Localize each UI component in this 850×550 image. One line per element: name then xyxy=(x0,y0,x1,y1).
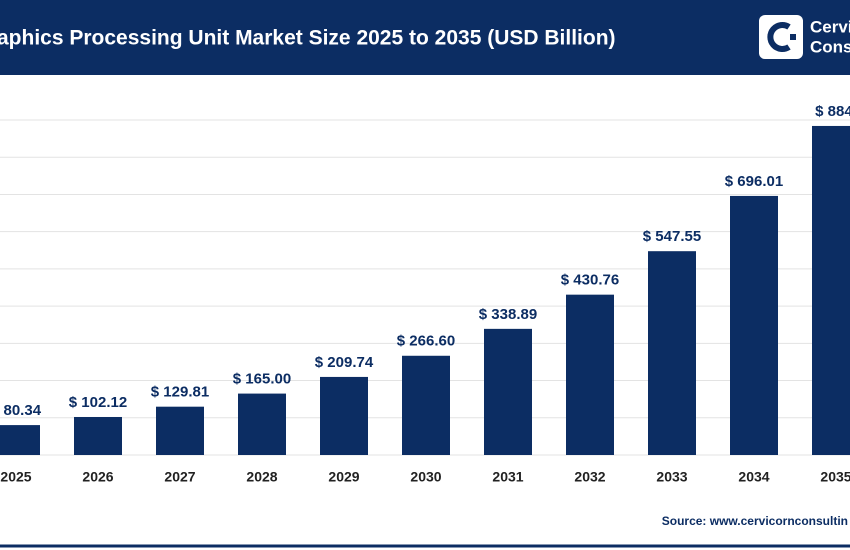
bar xyxy=(74,416,122,455)
value-label: $ 129.81 xyxy=(151,384,209,401)
x-tick-label: 2027 xyxy=(164,469,195,485)
x-tick-label: 2029 xyxy=(328,469,359,485)
brand-line: Consu xyxy=(810,37,850,56)
value-label: $ 696.01 xyxy=(725,173,783,190)
x-tick-label: 2035 xyxy=(820,469,850,485)
value-label: $ 884. xyxy=(815,103,850,120)
x-tick-label: 2032 xyxy=(574,469,605,485)
value-label: $ 165.00 xyxy=(233,371,291,388)
x-tick-label: 2033 xyxy=(656,469,687,485)
value-label: $ 102.12 xyxy=(69,394,127,411)
value-label: $ 547.55 xyxy=(643,228,701,245)
value-label: $ 209.74 xyxy=(315,354,374,371)
header-band xyxy=(0,0,850,75)
logo-icon xyxy=(767,22,791,52)
x-tick-label: 2028 xyxy=(246,469,277,485)
bar xyxy=(0,425,40,455)
value-label: $ 80.34 xyxy=(0,402,42,419)
logo-box xyxy=(759,15,803,59)
x-tick-label: 2025 xyxy=(0,469,31,485)
source-note: Source: www.cervicornconsultin xyxy=(662,514,848,528)
bar xyxy=(730,195,778,455)
brand-line: Cervic xyxy=(810,17,850,36)
x-tick-label: 2026 xyxy=(82,469,113,485)
bar xyxy=(812,125,850,455)
x-tick-label: 2031 xyxy=(492,469,523,485)
value-label: $ 430.76 xyxy=(561,272,619,289)
bar xyxy=(320,376,368,455)
bar xyxy=(648,251,696,455)
bar xyxy=(402,355,450,455)
bar xyxy=(156,406,204,455)
value-label: $ 338.89 xyxy=(479,306,537,323)
bar xyxy=(238,393,286,455)
bar xyxy=(566,294,614,455)
logo-dot xyxy=(790,34,796,40)
value-label: $ 266.60 xyxy=(397,333,455,350)
bar xyxy=(484,328,532,455)
chart-title: aphics Processing Unit Market Size 2025 … xyxy=(0,27,616,50)
x-tick-label: 2030 xyxy=(410,469,441,485)
x-tick-label: 2034 xyxy=(738,469,769,485)
